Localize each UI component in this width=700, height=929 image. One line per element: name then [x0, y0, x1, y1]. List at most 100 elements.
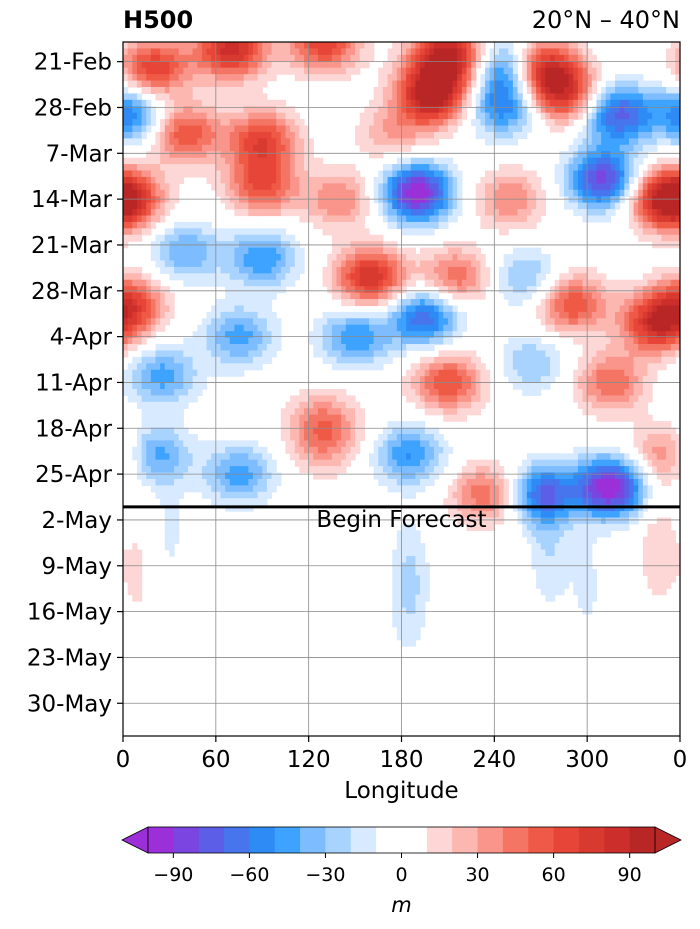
anomaly-cell [317, 196, 324, 204]
anomaly-cell [141, 427, 147, 435]
anomaly-cell [559, 125, 565, 133]
anomaly-cell [438, 176, 444, 184]
anomaly-cell [577, 61, 584, 69]
anomaly-cell [174, 344, 180, 352]
anomaly-cell [252, 93, 259, 101]
anomaly-cell [498, 67, 505, 75]
anomaly-cell [424, 382, 430, 390]
anomaly-cell [591, 170, 598, 178]
anomaly-cell [132, 196, 138, 204]
anomaly-cell [132, 382, 138, 390]
anomaly-cell [146, 273, 152, 281]
anomaly-cell [294, 131, 300, 139]
anomaly-cell [489, 125, 495, 133]
anomaly-cell [563, 176, 570, 184]
anomaly-cell [290, 67, 296, 75]
anomaly-cell [568, 164, 574, 172]
anomaly-cell [415, 254, 421, 262]
anomaly-cell [192, 67, 198, 75]
anomaly-cell [225, 138, 231, 146]
anomaly-cell [252, 286, 259, 294]
anomaly-cell [577, 292, 584, 300]
anomaly-cell [601, 273, 607, 281]
anomaly-cell [591, 279, 598, 287]
anomaly-cell [160, 408, 166, 416]
anomaly-cell [596, 183, 602, 191]
anomaly-cell [355, 279, 361, 287]
anomaly-cell [127, 67, 133, 75]
anomaly-cell [638, 369, 644, 377]
anomaly-cell [563, 324, 570, 332]
anomaly-cell [211, 369, 217, 377]
anomaly-cell [517, 202, 523, 210]
anomaly-cell [243, 350, 249, 358]
anomaly-cell [633, 299, 639, 307]
anomaly-cell [633, 209, 639, 217]
anomaly-cell [652, 209, 658, 217]
anomaly-cell [392, 324, 398, 332]
anomaly-cell [150, 376, 157, 384]
anomaly-cell [220, 48, 226, 56]
anomaly-cell [169, 369, 175, 377]
anomaly-cell [234, 331, 240, 339]
anomaly-cell [387, 260, 393, 268]
anomaly-cell [243, 266, 249, 274]
anomaly-cell [438, 74, 444, 82]
anomaly-cell [331, 408, 338, 416]
anomaly-cell [601, 183, 607, 191]
anomaly-cell [322, 215, 328, 223]
anomaly-cell [197, 106, 203, 114]
anomaly-cell [262, 99, 268, 107]
anomaly-cell [624, 350, 630, 358]
anomaly-cell [373, 279, 379, 287]
anomaly-cell [577, 299, 584, 307]
anomaly-cell [443, 337, 449, 345]
anomaly-cell [369, 112, 375, 120]
anomaly-cell [373, 125, 379, 133]
anomaly-cell [396, 183, 403, 191]
anomaly-cell [628, 196, 635, 204]
anomaly-cell [183, 131, 189, 139]
anomaly-cell [382, 119, 389, 127]
anomaly-cell [378, 254, 384, 262]
anomaly-cell [619, 395, 625, 403]
anomaly-cell [225, 266, 231, 274]
anomaly-cell [610, 86, 616, 95]
anomaly-cell [220, 266, 226, 274]
anomaly-cell [290, 54, 296, 62]
anomaly-cell [452, 67, 458, 75]
anomaly-cell [624, 292, 630, 300]
anomaly-cell [225, 305, 231, 313]
anomaly-cell [415, 131, 421, 139]
anomaly-cell [415, 202, 421, 210]
anomaly-cell [522, 286, 528, 294]
anomaly-cell [610, 183, 616, 191]
anomaly-cell [485, 395, 491, 403]
anomaly-cell [229, 292, 235, 300]
anomaly-cell [215, 234, 222, 242]
anomaly-cell [164, 395, 171, 403]
anomaly-cell [220, 260, 226, 268]
anomaly-cell [526, 247, 533, 255]
anomaly-cell [257, 42, 263, 50]
anomaly-cell [271, 138, 277, 146]
anomaly-cell [461, 42, 468, 50]
anomaly-cell [220, 331, 226, 339]
anomaly-cell [429, 260, 435, 268]
anomaly-cell [229, 305, 235, 313]
anomaly-cell [591, 106, 598, 114]
anomaly-cell [577, 170, 584, 178]
anomaly-cell [628, 112, 635, 120]
anomaly-cell [136, 54, 143, 62]
anomaly-cell [661, 86, 667, 95]
anomaly-cell [652, 138, 658, 146]
anomaly-cell [424, 157, 430, 165]
anomaly-cell [364, 125, 370, 133]
anomaly-cell [225, 260, 231, 268]
anomaly-cell [642, 305, 649, 313]
anomaly-cell [132, 305, 138, 313]
anomaly-cell [480, 48, 486, 56]
anomaly-cell [457, 54, 463, 62]
anomaly-cell [652, 80, 658, 88]
anomaly-cell [169, 67, 175, 75]
